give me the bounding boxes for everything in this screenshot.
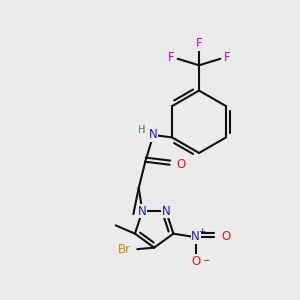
Text: N: N <box>162 205 170 218</box>
Text: N: N <box>149 128 158 142</box>
Text: N: N <box>162 205 170 218</box>
Text: N: N <box>149 128 158 142</box>
Text: F: F <box>196 38 202 50</box>
Text: N: N <box>138 205 147 218</box>
Text: H: H <box>138 125 146 135</box>
Text: O: O <box>221 230 230 243</box>
Text: +: + <box>199 227 206 236</box>
Text: O: O <box>191 254 200 268</box>
Text: O: O <box>176 158 185 171</box>
Text: Br: Br <box>118 243 131 256</box>
Text: N: N <box>138 205 147 218</box>
Text: F: F <box>224 51 230 64</box>
Text: −: − <box>202 255 209 264</box>
Text: N: N <box>191 230 200 243</box>
Text: F: F <box>168 51 175 64</box>
Text: H: H <box>138 125 146 135</box>
Text: N: N <box>138 205 147 218</box>
Text: N: N <box>191 230 200 243</box>
